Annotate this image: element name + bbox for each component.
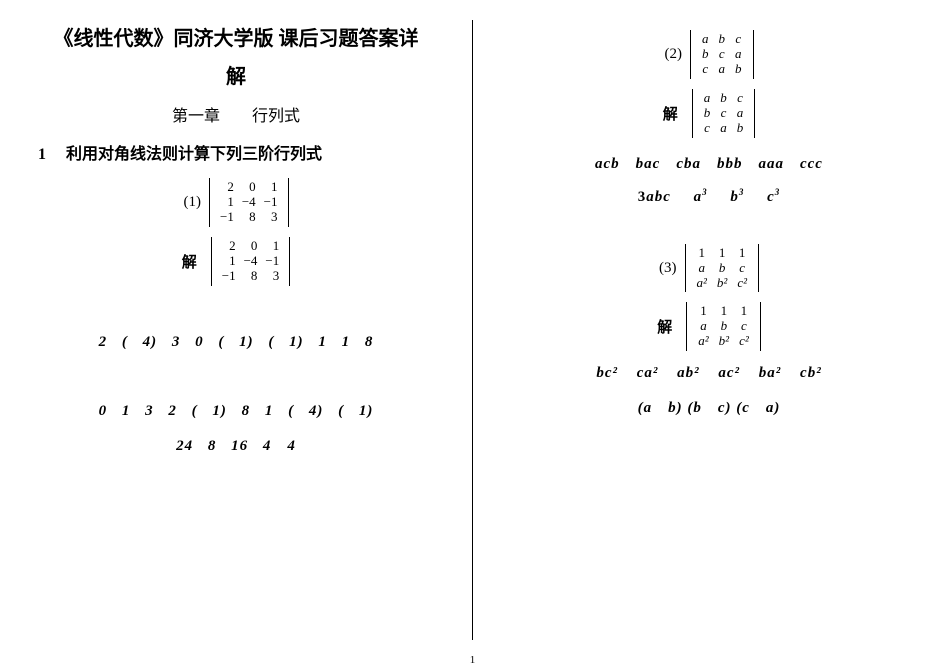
- calc-line-1: 2 ( 4) 3 0 ( 1) ( 1) 1 1 8: [30, 334, 442, 351]
- problem-1: 1 利用对角线法则计算下列三阶行列式: [30, 140, 442, 164]
- page: 《线性代数》同济大学版 课后习题答案详 解 第一章 行列式 1 利用对角线法则计…: [0, 0, 945, 650]
- matrix-3b: 111 abc a²b²c²: [686, 302, 760, 351]
- p2-answer-row: 解 abc bca cab: [503, 89, 915, 138]
- p1-determinant: (1) 201 1−4−1 −183: [30, 178, 442, 227]
- matrix-1b: 201 1−4−1 −183: [211, 237, 291, 286]
- p1-answer-row: 解 201 1−4−1 −183: [30, 237, 442, 286]
- page-number: 1: [0, 654, 945, 666]
- p2-determinant: (2) abc bca cab: [503, 30, 915, 79]
- p3-answer-row: 解 111 abc a²b²c²: [503, 302, 915, 351]
- p1-label: (1): [183, 194, 201, 211]
- title-line-1: 《线性代数》同济大学版 课后习题答案详: [54, 28, 419, 50]
- right-column: (2) abc bca cab 解 abc bca cab acb bac cb…: [473, 10, 945, 650]
- calc-line-2: 0 1 3 2 ( 1) 8 1 ( 4) ( 1): [30, 403, 442, 420]
- chapter-heading: 第一章 行列式: [30, 102, 442, 126]
- calc-line-r4: (a b) (b c) (c a): [503, 396, 915, 417]
- p2-label: (2): [665, 46, 683, 63]
- doc-title: 《线性代数》同济大学版 课后习题答案详 解: [30, 20, 442, 96]
- calc-line-r1: acb bac cba bbb aaa ccc: [503, 152, 915, 173]
- matrix-2: abc bca cab: [690, 30, 754, 79]
- answer-label-3: 解: [657, 316, 672, 337]
- calc-line-3: 24 8 16 4 4: [30, 434, 442, 455]
- title-line-2: 解: [226, 66, 246, 88]
- matrix-2b: abc bca cab: [692, 89, 756, 138]
- answer-label: 解: [182, 251, 197, 272]
- matrix-1: 201 1−4−1 −183: [209, 178, 289, 227]
- matrix-3: 111 abc a²b²c²: [685, 244, 759, 293]
- left-column: 《线性代数》同济大学版 课后习题答案详 解 第一章 行列式 1 利用对角线法则计…: [0, 10, 472, 650]
- p3-label: (3): [659, 260, 677, 277]
- p3-determinant: (3) 111 abc a²b²c²: [503, 244, 915, 293]
- answer-label-2: 解: [663, 103, 678, 124]
- calc-line-r3: bc² ca² ab² ac² ba² cb²: [503, 365, 915, 382]
- calc-line-r2: 3abc a3 b3 c3: [503, 187, 915, 206]
